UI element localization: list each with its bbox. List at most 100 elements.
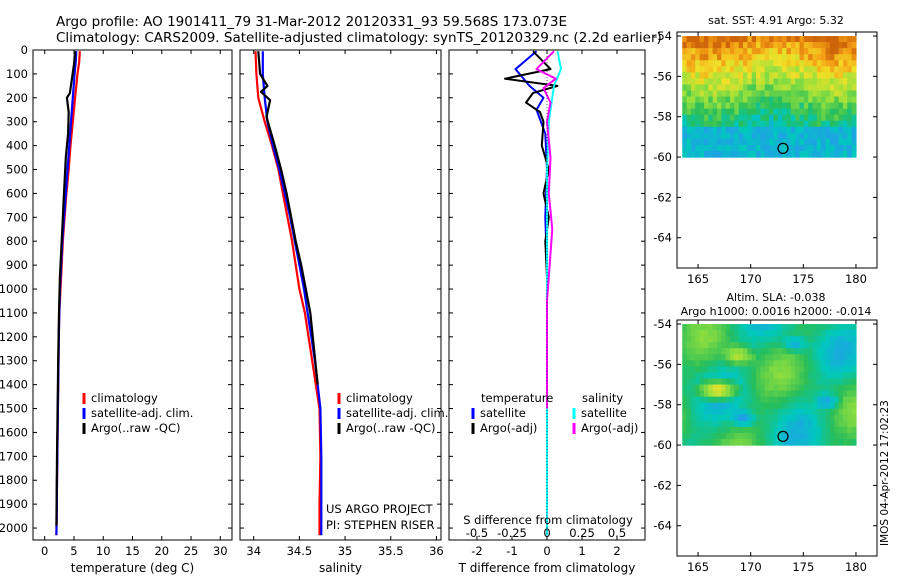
map-cell: [699, 151, 705, 158]
map-cell: [760, 426, 766, 434]
map-cell: [799, 324, 805, 331]
map-cell: [751, 66, 757, 73]
legend-label: satellite-adj. clim.: [91, 406, 193, 420]
map-cell: [786, 336, 792, 343]
map-cell: [808, 378, 814, 386]
map-cell: [795, 402, 801, 410]
map-cell: [847, 108, 853, 116]
map-cell: [751, 48, 757, 55]
map-cell: [751, 354, 757, 361]
map-cell: [790, 84, 796, 92]
map-cell: [699, 354, 705, 361]
map-cell: [730, 330, 735, 337]
map-cell: [682, 66, 688, 73]
map-cell: [782, 324, 788, 331]
map-cell: [821, 336, 827, 343]
map-cell: [708, 426, 714, 434]
map-cell: [786, 108, 792, 116]
map-cell: [821, 426, 827, 434]
x-tick-label: 1: [578, 544, 585, 558]
map-cell: [756, 390, 762, 398]
map-cell: [812, 96, 818, 104]
map-cell: [790, 384, 796, 392]
map-cell: [682, 144, 688, 152]
map-cell: [825, 120, 831, 128]
map-cell: [747, 366, 753, 374]
map-cell: [699, 324, 705, 331]
map-cell: [743, 151, 748, 158]
map-cell: [838, 42, 844, 49]
map-cell: [786, 408, 792, 416]
map-cell: [764, 90, 770, 98]
map-cell: [734, 114, 740, 122]
depth-tick-label: 1400: [0, 378, 28, 392]
map-cell: [821, 72, 827, 79]
map-cell: [825, 84, 831, 92]
map-cell: [821, 439, 827, 446]
map-cell: [760, 378, 766, 386]
map-cell: [760, 439, 766, 446]
map-cell: [786, 102, 792, 110]
lat-tick-label: -64: [653, 519, 672, 533]
map-cell: [690, 439, 696, 446]
map-cell: [790, 126, 796, 134]
map-cell: [699, 144, 705, 152]
map-cell: [734, 348, 740, 355]
map-cell: [838, 144, 844, 152]
salinity-diff-tick-label: 0.25: [569, 526, 595, 540]
map-cell: [847, 384, 853, 392]
depth-tick-label: 1600: [0, 425, 28, 439]
map-cell: [838, 96, 844, 104]
map-cell: [799, 48, 805, 55]
map-cell: [769, 324, 775, 331]
map-cell: [782, 348, 788, 355]
map-cell: [730, 78, 735, 86]
map-cell: [760, 108, 766, 116]
map-cell: [851, 72, 857, 79]
map-cell: [851, 78, 857, 86]
map-cell: [764, 420, 770, 428]
map-cell: [829, 384, 835, 392]
map-cell: [825, 378, 831, 386]
map-cell: [712, 126, 718, 134]
map-cell: [734, 126, 740, 134]
map-cell: [842, 151, 848, 158]
lat-tick-label: -58: [653, 110, 672, 124]
map-cell: [838, 66, 844, 73]
map-cell: [786, 96, 792, 104]
map-cell: [777, 120, 783, 128]
map-cell: [738, 390, 744, 398]
map-cell: [686, 66, 692, 73]
map-cell: [847, 151, 853, 158]
map-cell: [751, 96, 757, 104]
map-cell: [699, 372, 705, 380]
map-cell: [838, 36, 844, 43]
map-cell: [708, 90, 714, 98]
map-cell: [747, 132, 753, 140]
map-cell: [769, 426, 775, 434]
map-cell: [764, 102, 770, 110]
map-cell: [795, 114, 801, 122]
map-cell: [747, 408, 753, 416]
map-cell: [799, 108, 805, 116]
map-cell: [703, 78, 709, 86]
map-cell: [786, 390, 792, 398]
map-cell: [795, 396, 801, 404]
map-cell: [703, 102, 709, 110]
map-cell: [703, 384, 709, 392]
map-cell: [721, 432, 727, 440]
map-cell: [786, 378, 792, 386]
map-cell: [834, 36, 840, 43]
map-cell: [838, 114, 844, 122]
map-cell: [747, 420, 753, 428]
map-cell: [686, 384, 692, 392]
map-cell: [708, 132, 714, 140]
map-cell: [795, 132, 801, 140]
map-cell: [816, 402, 822, 410]
map-cell: [703, 354, 709, 361]
map-cell: [842, 390, 848, 398]
map-cell: [769, 72, 775, 79]
map-cell: [725, 372, 731, 380]
map-cell: [773, 336, 779, 343]
map-cell: [777, 144, 783, 152]
